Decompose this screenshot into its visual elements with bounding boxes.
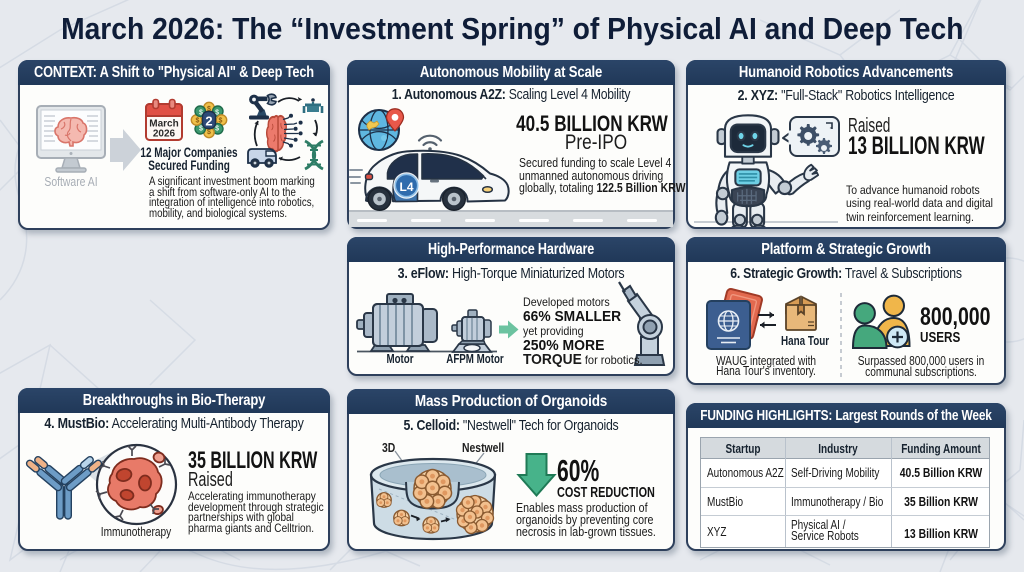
svg-text:2026: 2026 <box>153 129 176 140</box>
svg-text:$: $ <box>199 126 203 133</box>
svg-text:$: $ <box>215 126 219 133</box>
svg-text:L4: L4 <box>399 180 413 194</box>
svg-text:March: March <box>149 119 178 130</box>
svg-text:2: 2 <box>205 114 212 129</box>
svg-text:$: $ <box>207 106 211 113</box>
svg-text:$: $ <box>207 129 211 136</box>
svg-text:$: $ <box>215 109 219 116</box>
svg-text:$: $ <box>196 118 200 125</box>
svg-text:$: $ <box>219 118 223 125</box>
svg-text:$: $ <box>199 109 203 116</box>
